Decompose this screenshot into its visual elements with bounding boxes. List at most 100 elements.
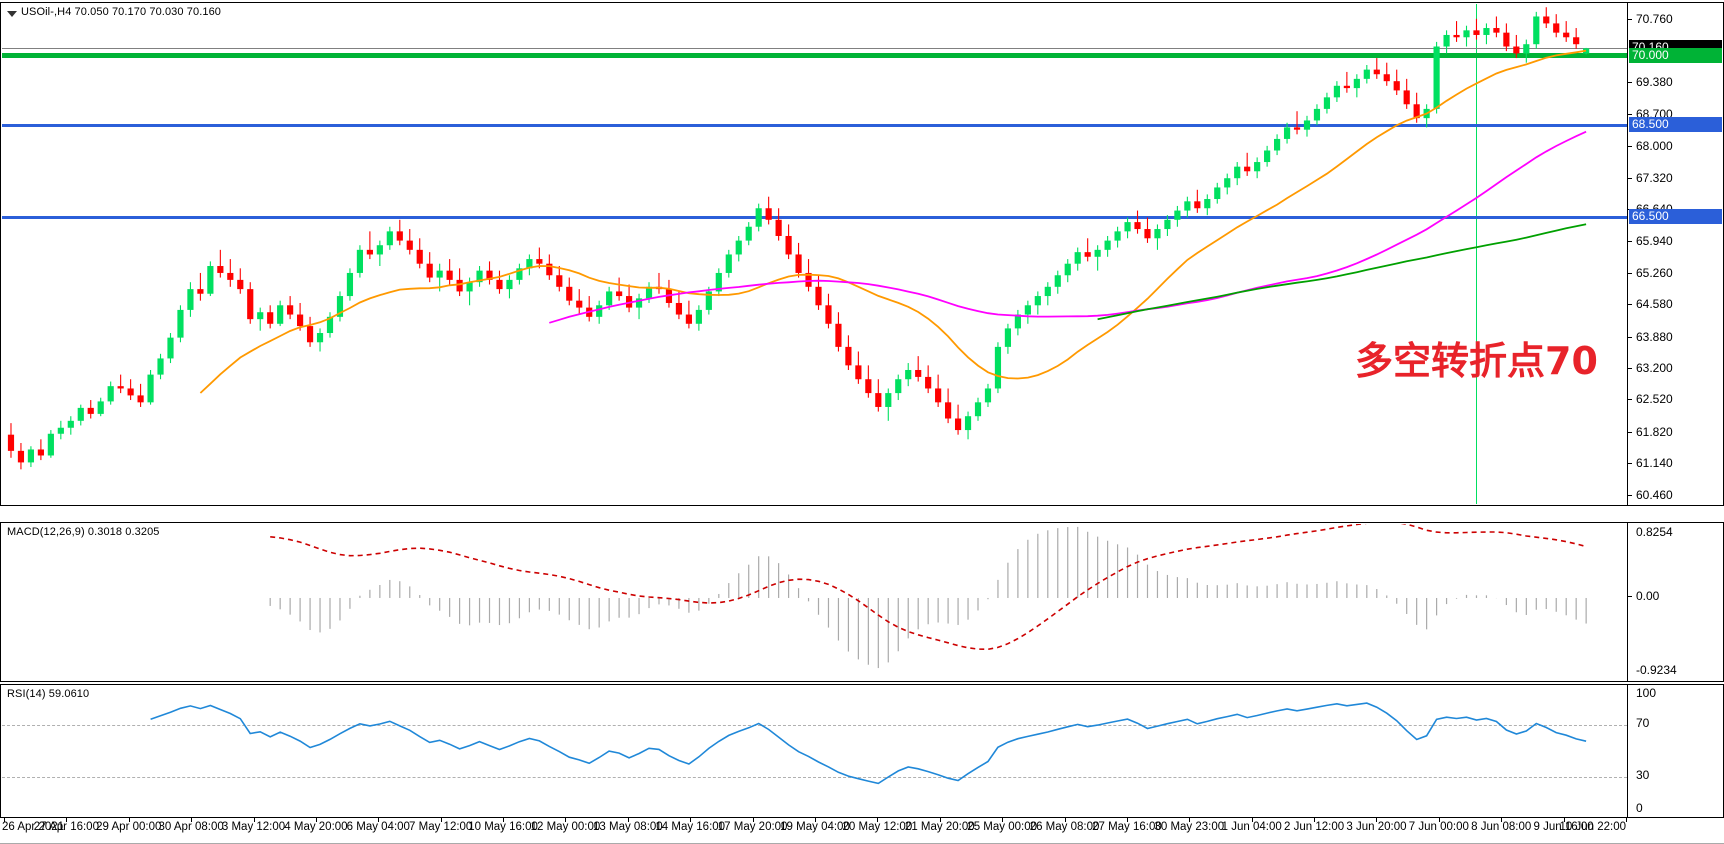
macd-plot-area[interactable] [2, 524, 1627, 680]
time-axis-tick [877, 818, 879, 822]
price-tick-label: 62.520 [1636, 392, 1673, 407]
price-tick-label: 64.580 [1636, 297, 1673, 312]
rsi-level-line-30 [2, 777, 1627, 778]
blue-resistance-line-68500[interactable] [2, 123, 1627, 127]
price-chart-panel[interactable]: USOil-,H4 70.050 70.170 70.030 70.160 70… [0, 2, 1724, 506]
price-tick-label: 65.260 [1636, 265, 1673, 280]
time-axis-label: 27 Apr 16:00 [33, 821, 99, 833]
time-axis-tick [315, 818, 317, 822]
tick-dash [1628, 304, 1632, 306]
price-axis-value-box[interactable]: 68.500 [1629, 117, 1722, 133]
time-axis-tick [503, 818, 505, 822]
time-axis-tick [253, 818, 255, 822]
time-axis-tick [939, 818, 941, 822]
time-axis-label: 14 May 16:00 [655, 821, 726, 833]
time-axis-label: 20 May 12:00 [842, 821, 913, 833]
price-axis-value-box[interactable]: 70.000 [1629, 47, 1722, 63]
price-tick-label: 63.200 [1636, 360, 1673, 375]
time-axis-label: 7 Jun 00:00 [1408, 821, 1469, 833]
candlestick-series [7, 7, 1590, 470]
time-axis-tick [4, 818, 5, 822]
triangle-down-icon[interactable] [7, 11, 17, 17]
price-tick-label: 60.460 [1636, 487, 1673, 502]
price-plot-area[interactable] [2, 4, 1627, 504]
tick-dash [1628, 595, 1632, 597]
tick-dash [1628, 431, 1632, 433]
time-axis-label: 2 Jun 12:00 [1284, 821, 1345, 833]
time-axis-tick [627, 818, 629, 822]
time-axis-tick [1626, 818, 1627, 822]
time-axis-label: 3 Jun 20:00 [1346, 821, 1407, 833]
time-axis-label: 27 May 16:00 [1092, 821, 1162, 833]
rsi-plot-area[interactable] [2, 686, 1627, 816]
price-tick-label: 65.940 [1636, 234, 1673, 249]
time-axis-label: 7 May 12:00 [409, 821, 473, 833]
time-axis-tick [378, 818, 380, 822]
time-axis-tick [1251, 818, 1253, 822]
tick-dash [1628, 177, 1632, 179]
macd-panel-label: MACD(12,26,9) 0.3018 0.3205 [7, 526, 160, 538]
rsi-level-line-70 [2, 725, 1627, 726]
macd-tick-label: 0.00 [1636, 588, 1660, 603]
green-support-line[interactable] [2, 53, 1627, 59]
macd-panel[interactable]: MACD(12,26,9) 0.3018 0.3205 0.8254 0.00 -0… [0, 522, 1724, 682]
rsi-tick-label: 100 [1636, 686, 1657, 700]
price-panel-label: USOil-,H4 70.050 70.170 70.030 70.160 [21, 6, 222, 18]
time-axis-label: 9 Jun 16:00 [1533, 821, 1594, 833]
rsi-tick-label: 30 [1636, 768, 1650, 782]
rsi-series [150, 702, 1587, 785]
tick-dash [1628, 82, 1632, 84]
macd-series [269, 524, 1587, 669]
time-axis-tick [1126, 818, 1128, 822]
time-axis-label: 30 May 23:00 [1154, 821, 1225, 833]
macd-tick-label: -0.9234 [1636, 663, 1677, 677]
tick-dash [1628, 146, 1632, 148]
time-axis-tick [565, 818, 567, 822]
price-tick-label: 61.140 [1636, 456, 1673, 471]
time-axis-tick [440, 818, 442, 822]
rsi-panel[interactable]: RSI(14) 59.0610 100 70 30 0 [0, 684, 1724, 818]
blue-resistance-line-66500[interactable] [2, 215, 1627, 219]
time-axis-label: 4 May 20:00 [284, 821, 348, 833]
rsi-axis[interactable]: 100 70 30 0 [1627, 685, 1723, 817]
time-axis-tick [66, 818, 68, 822]
time-axis-tick [1563, 818, 1565, 822]
tick-dash [1628, 336, 1632, 338]
tick-dash [1628, 113, 1632, 115]
time-axis-label: 10 May 16:00 [468, 821, 538, 833]
rsi-tick-label: 0 [1636, 801, 1643, 815]
current-price-line[interactable] [2, 47, 1627, 49]
time-axis-label: 26 Apr 2021 [2, 821, 65, 833]
time-axis-label: 21 May 20:00 [904, 821, 975, 833]
time-axis-label: 3 May 12:00 [221, 821, 286, 833]
price-tick-label: 69.380 [1636, 75, 1673, 90]
time-axis-tick [191, 818, 193, 822]
time-axis-tick [1314, 818, 1316, 822]
tick-dash [1628, 272, 1632, 274]
time-axis-label: 25 May 00:00 [967, 821, 1037, 833]
price-axis[interactable]: 70.76069.38068.70068.00067.32066.64065.9… [1627, 3, 1723, 505]
tick-dash [1628, 494, 1632, 496]
time-axis-label: 6 May 04:00 [346, 821, 410, 833]
time-axis-tick [1501, 818, 1503, 822]
time-axis[interactable]: 26 Apr 2021 27 Apr 16:00 29 Apr 00:00 30 Ap… [0, 818, 1724, 844]
price-axis-value-box[interactable]: 66.500 [1629, 209, 1722, 225]
time-axis-tick [815, 818, 816, 822]
time-axis-label: 19 May 04:00 [780, 821, 850, 833]
price-tick-label: 61.820 [1636, 424, 1673, 439]
macd-tick-label: 0.8254 [1636, 525, 1673, 539]
time-axis-label: 30 Apr 08:00 [158, 821, 224, 833]
time-axis-tick [1438, 818, 1440, 822]
time-axis-tick [690, 818, 692, 822]
rsi-tick-label: 70 [1636, 716, 1650, 730]
time-axis-tick [1002, 818, 1004, 822]
price-tick-label: 63.880 [1636, 329, 1673, 344]
macd-axis[interactable]: 0.8254 0.00 -0.9234 [1627, 523, 1723, 681]
time-axis-label: 12 May 00:00 [530, 821, 601, 833]
time-axis-label: 13 May 08:00 [593, 821, 663, 833]
chart-annotation: 多空转折点70 [1355, 339, 1598, 383]
tick-dash [1628, 399, 1632, 401]
time-axis-tick [752, 818, 754, 822]
tick-dash [1628, 18, 1632, 20]
time-axis-label: 29 Apr 00:00 [96, 821, 162, 833]
